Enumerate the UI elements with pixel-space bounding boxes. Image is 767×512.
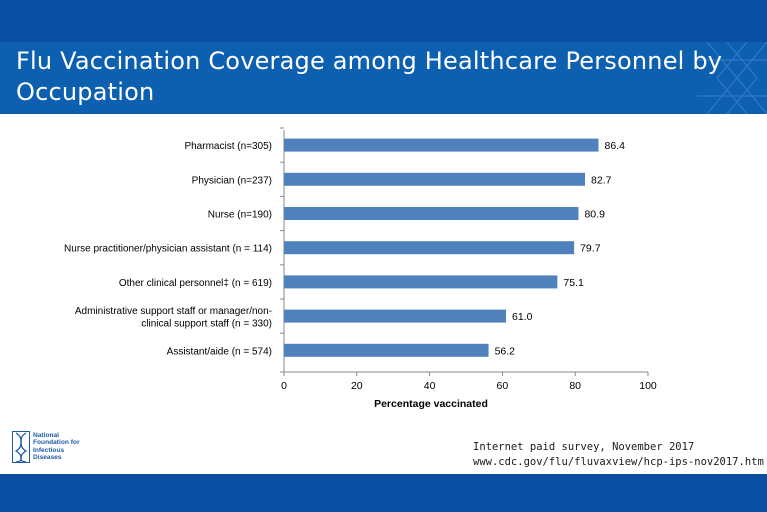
bar bbox=[284, 343, 489, 357]
bottom-band bbox=[0, 474, 767, 512]
category-label: Physician (n=237) bbox=[192, 175, 272, 186]
bar-chart: 86.4 Pharmacist (n=305) 82.7 Physician (n=2… bbox=[64, 127, 657, 410]
bar bbox=[284, 309, 507, 323]
category-label: Nurse practitioner/physician assistant (… bbox=[64, 244, 272, 255]
x-tick-label: 0 bbox=[281, 380, 287, 392]
category-label: clinical support staff (n = 330) bbox=[141, 318, 272, 329]
data-label: 86.4 bbox=[604, 140, 625, 152]
bar bbox=[284, 138, 599, 152]
category-label: Assistant/aide (n = 574) bbox=[167, 346, 272, 357]
x-axis-title: Percentage vaccinated bbox=[374, 398, 488, 410]
data-label: 75.1 bbox=[563, 277, 584, 289]
decorative-lattice-icon bbox=[697, 42, 767, 114]
x-tick-label: 100 bbox=[639, 380, 657, 392]
data-label: 82.7 bbox=[591, 174, 612, 186]
x-tick-label: 20 bbox=[351, 380, 363, 392]
bar bbox=[284, 172, 586, 186]
data-label: 61.0 bbox=[512, 311, 533, 323]
x-tick-label: 40 bbox=[424, 380, 436, 392]
logo-wordmark: National Foundation for Infectious Disea… bbox=[33, 432, 80, 462]
category-label: Other clinical personnel‡ (n = 619) bbox=[119, 278, 272, 289]
nfid-logo: National Foundation for Infectious Disea… bbox=[12, 431, 92, 465]
source-note: Internet paid survey, November 2017 www.… bbox=[473, 440, 764, 470]
dna-helix-icon bbox=[12, 431, 30, 463]
data-label: 80.9 bbox=[584, 209, 605, 221]
data-label: 79.7 bbox=[580, 243, 601, 255]
data-label: 56.2 bbox=[495, 345, 516, 357]
x-tick-label: 80 bbox=[569, 380, 581, 392]
bar bbox=[284, 207, 579, 220]
title-banner: Flu Vaccination Coverage among Healthcar… bbox=[0, 42, 767, 114]
source-url: www.cdc.gov/flu/fluvaxview/hcp-ips-nov20… bbox=[473, 456, 764, 468]
bar bbox=[284, 275, 558, 289]
category-label: Administrative support staff or manager/… bbox=[75, 306, 272, 317]
source-line-1: Internet paid survey, November 2017 bbox=[473, 441, 695, 453]
slide-title: Flu Vaccination Coverage among Healthcar… bbox=[16, 47, 723, 106]
category-label: Nurse (n=190) bbox=[208, 210, 272, 221]
x-tick-label: 60 bbox=[497, 380, 509, 392]
bar bbox=[284, 241, 575, 255]
top-band bbox=[0, 0, 767, 42]
category-label: Pharmacist (n=305) bbox=[184, 141, 272, 152]
